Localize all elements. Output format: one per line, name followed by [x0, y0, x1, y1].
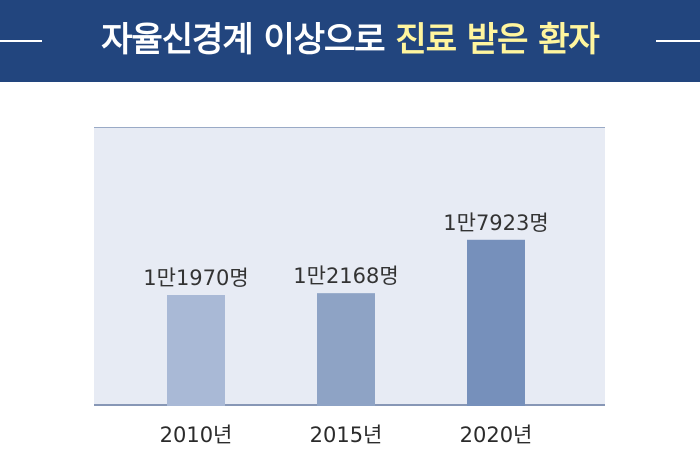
bar-2 — [467, 239, 525, 406]
data-label-2: 1만7923명 — [443, 211, 548, 235]
x-tick-label-2: 2020년 — [460, 423, 533, 447]
header-rule-left — [0, 40, 42, 42]
x-tick-label-0: 2010년 — [160, 423, 233, 447]
data-label-0: 1만1970명 — [143, 266, 248, 290]
data-label-1: 1만2168명 — [293, 264, 398, 288]
x-tick-label-1: 2015년 — [310, 423, 383, 447]
header-banner: 자율신경계 이상으로 진료 받은 환자 — [0, 0, 700, 82]
title-main: 자율신경계 이상으로 — [101, 20, 385, 60]
title-highlight: 진료 받은 환자 — [395, 20, 599, 60]
bar-0 — [167, 295, 225, 406]
header-rule-right — [656, 40, 700, 42]
page-title: 자율신경계 이상으로 진료 받은 환자 — [54, 17, 646, 63]
bar-1 — [317, 293, 375, 406]
